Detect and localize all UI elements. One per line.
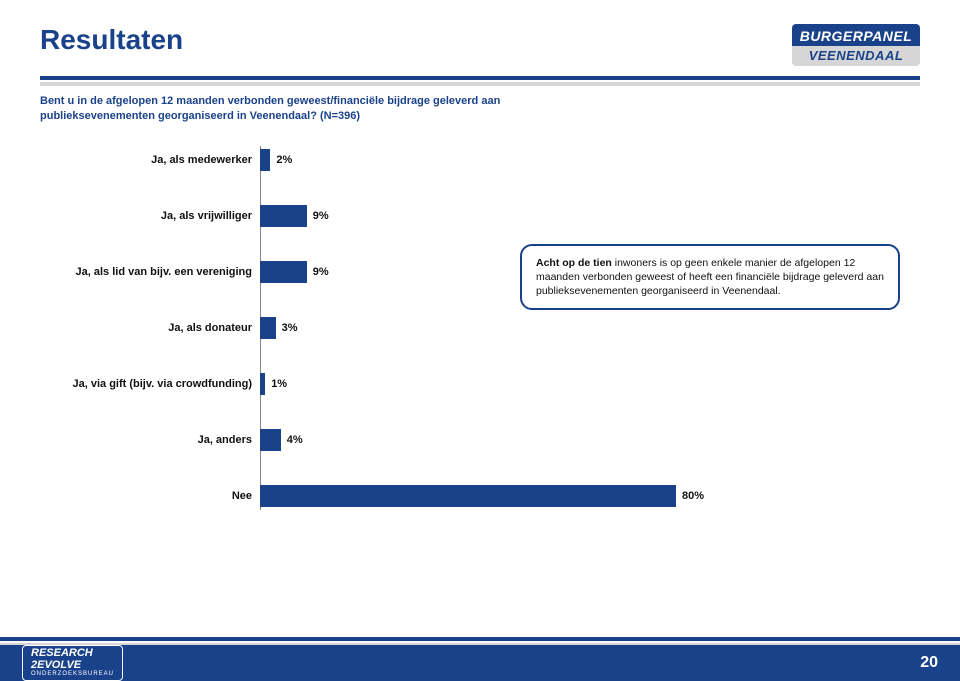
bar-track: 2% xyxy=(260,149,840,171)
bar xyxy=(260,317,276,339)
header-row: Resultaten BURGERPANEL VEENENDAAL xyxy=(40,24,920,66)
category-label: Ja, als vrijwilliger xyxy=(40,210,260,222)
brand-logo-top: BURGERPANEL xyxy=(792,24,920,46)
footer-strip: RESEARCH 2EVOLVE ONDERZOEKSBUREAU 20 xyxy=(0,645,960,681)
bar-track: 1% xyxy=(260,373,840,395)
question-text: Bent u in de afgelopen 12 maanden verbon… xyxy=(40,94,920,124)
header-area: Resultaten BURGERPANEL VEENENDAAL Bent u… xyxy=(0,0,960,124)
chart-row: Ja, als medewerker 2% xyxy=(40,146,840,174)
value-label: 2% xyxy=(270,149,292,171)
value-label: 80% xyxy=(676,485,704,507)
bar xyxy=(260,149,270,171)
chart-row: Ja, via gift (bijv. via crowdfunding) 1% xyxy=(40,370,840,398)
page-root: Resultaten BURGERPANEL VEENENDAAL Bent u… xyxy=(0,0,960,681)
bar xyxy=(260,485,676,507)
category-label: Ja, als donateur xyxy=(40,322,260,334)
value-label: 1% xyxy=(265,373,287,395)
chart-row: Ja, als vrijwilliger 9% xyxy=(40,202,840,230)
value-label: 9% xyxy=(307,205,329,227)
chart-row: Ja, als lid van bijv. een vereniging 9% xyxy=(40,258,840,286)
bar xyxy=(260,261,307,283)
chart-row: Ja, als donateur 3% xyxy=(40,314,840,342)
bar-track: 9% xyxy=(260,205,840,227)
bar-chart: Acht op de tien inwoners is op geen enke… xyxy=(40,146,920,566)
chart-row: Ja, anders 4% xyxy=(40,426,840,454)
category-label: Ja, als lid van bijv. een vereniging xyxy=(40,266,260,278)
header-rule xyxy=(40,76,920,86)
question-line-1: Bent u in de afgelopen 12 maanden verbon… xyxy=(40,95,500,107)
footer-logo-sub: ONDERZOEKSBUREAU xyxy=(31,671,114,677)
category-label: Nee xyxy=(40,490,260,502)
bar-track: 4% xyxy=(260,429,840,451)
footer: RESEARCH 2EVOLVE ONDERZOEKSBUREAU 20 xyxy=(0,637,960,681)
value-label: 9% xyxy=(307,261,329,283)
footer-logo-line2: 2EVOLVE xyxy=(31,660,81,672)
value-label: 3% xyxy=(276,317,298,339)
question-line-2: publieksevenementen georganiseerd in Vee… xyxy=(40,110,360,122)
footer-logo: RESEARCH 2EVOLVE ONDERZOEKSBUREAU xyxy=(22,645,123,680)
chart-row: Nee 80% xyxy=(40,482,840,510)
value-label: 4% xyxy=(281,429,303,451)
bar xyxy=(260,429,281,451)
page-title: Resultaten xyxy=(40,24,183,56)
brand-logo: BURGERPANEL VEENENDAAL xyxy=(792,24,920,66)
bar-track: 3% xyxy=(260,317,840,339)
bar xyxy=(260,205,307,227)
bar-track: 9% xyxy=(260,261,840,283)
brand-logo-bottom: VEENENDAAL xyxy=(792,46,920,66)
category-label: Ja, via gift (bijv. via crowdfunding) xyxy=(40,378,260,390)
category-label: Ja, als medewerker xyxy=(40,154,260,166)
category-label: Ja, anders xyxy=(40,434,260,446)
page-number: 20 xyxy=(920,654,938,672)
bar-track: 80% xyxy=(260,485,840,507)
